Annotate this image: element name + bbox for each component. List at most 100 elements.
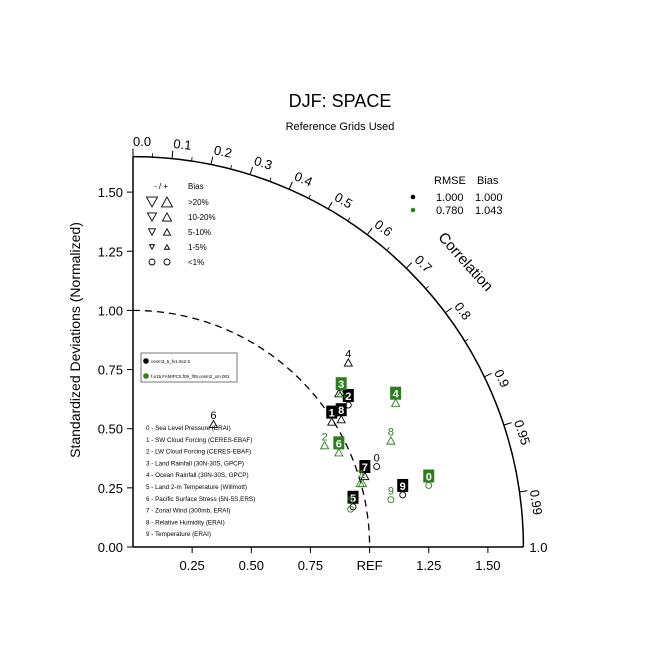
bias-plus-triangle-icon [162, 227, 172, 236]
stats-row-marker [410, 207, 416, 213]
stats-table: RMSE Bias 1.000 1.000 0.780 1.043 [410, 175, 503, 217]
data-point-marker [387, 496, 395, 504]
correlation-minor-tick [191, 157, 193, 162]
stats-bias-value: 1.000 [475, 192, 503, 204]
bias-plus-triangle-icon [163, 243, 171, 250]
data-point-marker [334, 447, 344, 457]
correlation-tick [171, 150, 174, 159]
correlation-tick-label: 0.0 [133, 134, 151, 149]
chart-subtitle: Reference Grids Used [286, 121, 395, 133]
x-tick-label: 0.75 [298, 558, 323, 573]
correlation-tick [445, 307, 453, 314]
bias-legend-label: 10-20% [188, 213, 216, 222]
y-axis-label: Standardized Deviations (Normalized) [67, 222, 83, 458]
correlation-label: Correlation [434, 229, 496, 295]
data-point-label-box [335, 377, 347, 391]
data-point-label: 6 [336, 438, 342, 450]
bias-plus-triangle-icon [161, 212, 173, 222]
variable-list-item: 6 - Pacific Surface Stress (5N-5S,ERS) [146, 496, 255, 503]
bias-legend: - / + Bias >20% 10-20% 5-10% 1-5% <1% [145, 182, 216, 267]
variable-list-item: 2 - LW Cloud Forcing (CERES-EBAF) [146, 449, 251, 456]
bias-legend-header: Bias [188, 182, 204, 191]
correlation-tick-label: 0.9 [491, 367, 512, 390]
data-point-marker [336, 388, 346, 398]
x-tick-label: 0.50 [239, 558, 264, 573]
variable-list-item: 8 - Relative Humidity (ERAI) [146, 519, 225, 526]
data-point-label-box [423, 469, 435, 483]
correlation-tick-label: 0.95 [511, 418, 533, 447]
correlation-tick [519, 490, 528, 493]
bias-minus-triangle-icon [148, 244, 156, 251]
data-point-label: 3 [338, 379, 344, 391]
case-legend-label: cesm3_5_fv1.9x2.5 [151, 359, 191, 364]
data-point-label-box [335, 403, 347, 417]
reference-arc [132, 309, 371, 548]
variable-list-item: 9 - Temperature (ERAI) [146, 531, 211, 538]
data-point-label-box [359, 460, 371, 474]
x-tick-label: 1.25 [416, 558, 441, 573]
stats-row-marker [410, 194, 416, 200]
correlation-minor-tick [347, 217, 351, 222]
bias-minus-triangle-icon [146, 212, 158, 222]
correlation-tick [366, 227, 373, 235]
data-points: 01234567890123456789 [208, 348, 435, 513]
bias-legend-label: 1-5% [188, 243, 207, 252]
y-tick-label: 1.00 [98, 303, 123, 318]
correlation-tick-label: 0.6 [372, 217, 395, 240]
correlation-tick-label: 0.2 [213, 142, 234, 160]
data-point-label-box [397, 478, 409, 492]
data-point-label: 5 [348, 495, 354, 507]
variable-list-item: 3 - Land Rainfall (30N-30S, GPCP) [146, 460, 244, 467]
data-point-marker [343, 357, 354, 367]
bias-minus-circle-icon [148, 258, 156, 266]
bias-plus-circle-icon [163, 258, 171, 266]
data-point-label: 2 [345, 391, 351, 403]
outer-correlation-arc [132, 155, 525, 548]
correlation-tick-label: 0.1 [173, 136, 192, 153]
data-point-marker [386, 436, 396, 445]
stats-rmse-value: 1.000 [436, 192, 464, 204]
data-point-label: 8 [338, 405, 344, 417]
data-point-marker [360, 471, 370, 481]
y-tick-label: 1.50 [98, 185, 123, 200]
data-point-label: 9 [400, 481, 406, 493]
data-point-label: 0 [426, 471, 432, 483]
correlation-tick [405, 262, 413, 269]
data-point-label-box [342, 389, 354, 403]
bias-legend-label: >20% [188, 198, 209, 207]
variable-list: 0 - Sea Level Pressure (ERAI) 1 - SW Clou… [146, 425, 255, 538]
correlation-minor-tick [269, 177, 272, 182]
y-tick-label: 0.75 [98, 363, 123, 378]
correlation-minor-tick [425, 285, 430, 290]
correlation-minor-tick [503, 423, 508, 426]
data-point-label: 7 [357, 469, 363, 481]
data-point-marker [373, 463, 381, 471]
correlation-tick-label: 0.99 [527, 489, 545, 516]
variable-list-item: 5 - Land 2-m Temperature (Willmott) [146, 484, 247, 491]
data-point-label-box [333, 436, 345, 450]
data-point-label: 6 [210, 410, 216, 422]
correlation-minor-tick [308, 194, 311, 199]
correlation-minor-tick [230, 165, 232, 170]
bias-legend-label: <1% [188, 258, 204, 267]
data-point-label: 4 [345, 348, 351, 360]
stats-bias-value: 1.043 [475, 205, 503, 217]
correlation-minor-tick [464, 338, 469, 342]
chart-title: DJF: SPACE [289, 91, 392, 111]
variable-list-item: 7 - Zonal Wind (300mb, ERAI) [146, 508, 230, 515]
axes: 0.000.250.500.751.001.251.500.25 0.50 0.75… [98, 155, 547, 573]
bias-minus-triangle-icon [147, 228, 157, 237]
stats-header-bias: Bias [477, 175, 499, 187]
correlation-tick-label: 0.8 [451, 299, 474, 322]
data-point-label: 8 [388, 427, 394, 439]
data-point-label: 1 [359, 469, 365, 481]
outer-scale-label: 1.0 [529, 540, 547, 555]
data-point-label-box [390, 386, 402, 400]
data-point-marker [336, 414, 346, 424]
y-tick-label: 0.00 [98, 540, 123, 555]
data-point-label-box [347, 490, 359, 504]
bias-legend-label: 5-10% [188, 228, 211, 237]
data-point-label: 0 [374, 453, 380, 465]
correlation-tick-label: 0.7 [412, 252, 435, 275]
